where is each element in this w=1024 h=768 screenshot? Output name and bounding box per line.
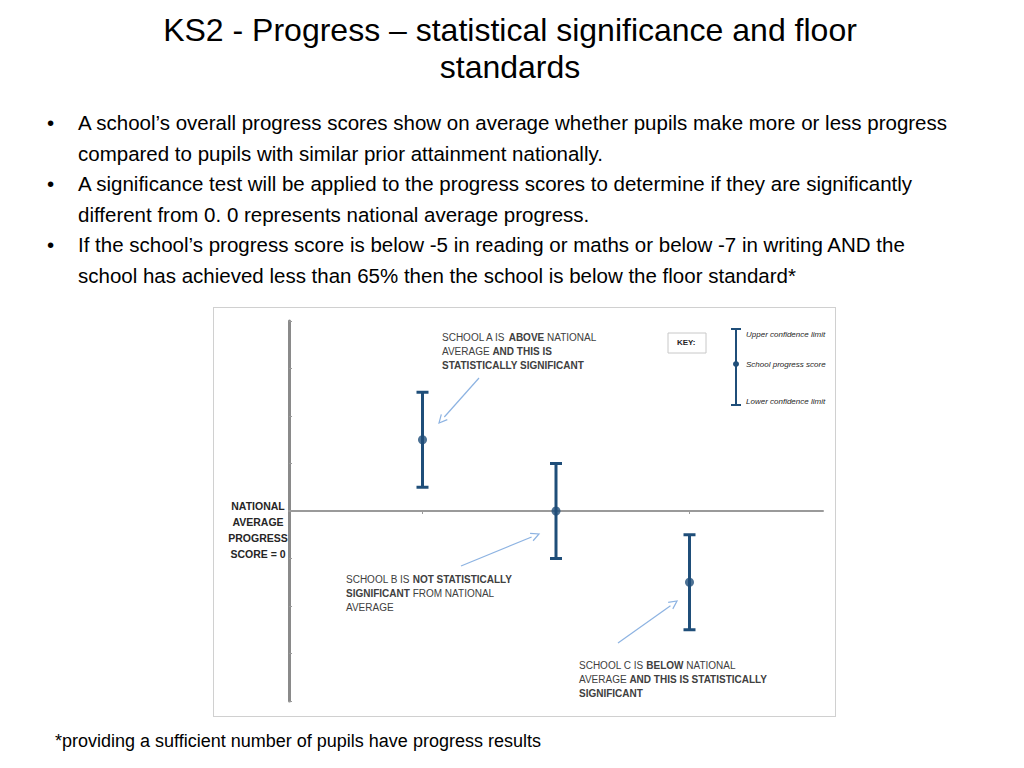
svg-text:NOT STATISTICALLY: NOT STATISTICALLY — [413, 574, 513, 585]
svg-text:KEY:: KEY: — [677, 338, 696, 347]
svg-text:NATIONAL: NATIONAL — [231, 500, 285, 512]
svg-text:SCHOOL B IS: SCHOOL B IS — [346, 574, 412, 585]
svg-text:NATIONAL: NATIONAL — [544, 332, 596, 343]
svg-text:BELOW: BELOW — [646, 660, 684, 671]
html-text:KS2 - Progress – statistical s: KS2 - Progress – statistical significanc… — [163, 12, 857, 85]
svg-text:AVERAGE: AVERAGE — [442, 346, 492, 357]
svg-text:AND THIS IS: AND THIS IS — [492, 346, 552, 357]
html-text:If the school’s progress score: If the school’s progress score is below … — [78, 233, 905, 287]
svg-text:FROM NATIONAL: FROM NATIONAL — [410, 588, 495, 599]
svg-text:Lower confidence limit: Lower confidence limit — [746, 397, 826, 406]
svg-text:SCHOOL A IS: SCHOOL A IS — [442, 332, 507, 343]
svg-text:Upper confidence limit: Upper confidence limit — [746, 330, 826, 339]
svg-text:ABOVE: ABOVE — [509, 332, 545, 343]
svg-text:SCHOOL C IS: SCHOOL C IS — [579, 660, 646, 671]
svg-text:AND THIS IS STATISTICALLY: AND THIS IS STATISTICALLY — [629, 674, 767, 685]
svg-text:AVERAGE: AVERAGE — [232, 516, 283, 528]
svg-text:SCORE = 0: SCORE = 0 — [230, 548, 285, 560]
svg-text:SIGNIFICANT: SIGNIFICANT — [579, 688, 643, 699]
svg-text:NATIONAL: NATIONAL — [683, 660, 735, 671]
html-text:A significance test will be ap: A significance test will be applied to t… — [78, 172, 913, 226]
svg-text:AVERAGE: AVERAGE — [579, 674, 629, 685]
svg-text:PROGRESS: PROGRESS — [228, 532, 288, 544]
svg-text:SIGNIFICANT: SIGNIFICANT — [346, 588, 410, 599]
html-text:*providing a sufficient number: *providing a sufficient number of pupils… — [55, 731, 541, 751]
html-text:A school’s overall progress sc: A school’s overall progress scores show … — [78, 111, 947, 165]
svg-text:STATISTICALLY SIGNIFICANT: STATISTICALLY SIGNIFICANT — [442, 360, 584, 371]
svg-text:School progress score: School progress score — [746, 360, 826, 369]
svg-text:AVERAGE: AVERAGE — [346, 602, 394, 613]
